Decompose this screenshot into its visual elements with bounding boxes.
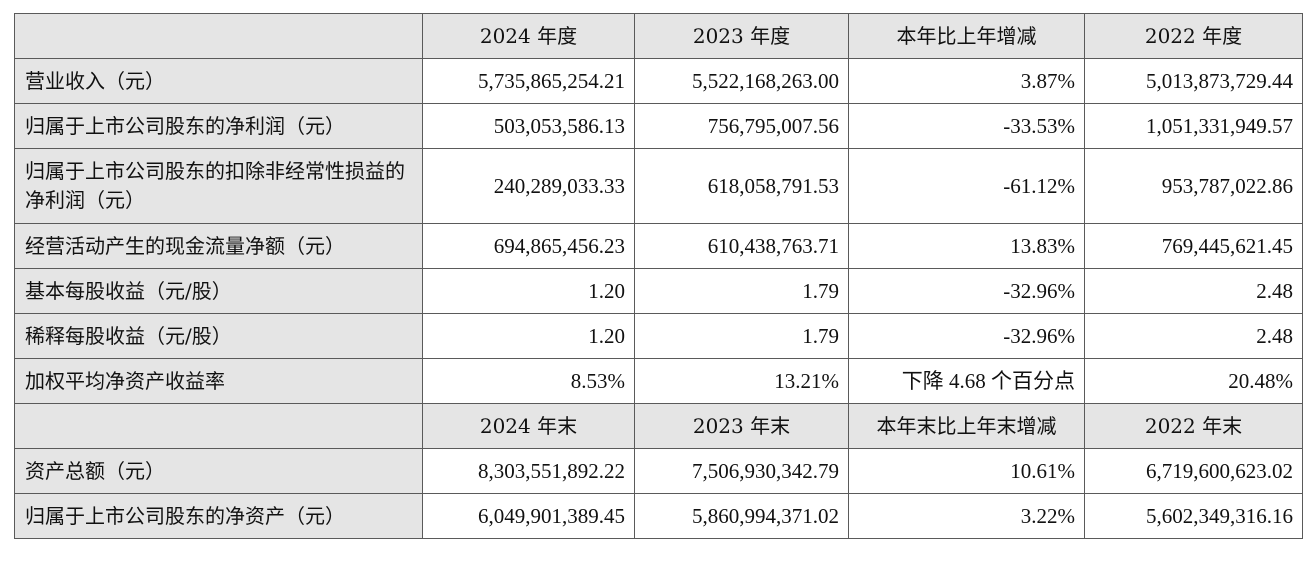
cell-value: 694,865,456.23: [422, 223, 635, 269]
cell-value: 3.22%: [848, 493, 1085, 539]
cell-value: 769,445,621.45: [1084, 223, 1303, 269]
table-header-row: 2024 年末 2023 年末 本年末比上年末增减 2022 年末: [14, 403, 1303, 449]
table-row: 归属于上市公司股东的净利润（元） 503,053,586.13 756,795,…: [14, 103, 1303, 149]
cell-value: 8.53%: [422, 358, 635, 404]
table-row: 稀释每股收益（元/股） 1.20 1.79 -32.96% 2.48: [14, 313, 1303, 359]
header-corner-cell: [14, 403, 423, 449]
cell-value: 5,522,168,263.00: [634, 58, 849, 104]
cell-value: 1.79: [634, 313, 849, 359]
cell-value: 2.48: [1084, 268, 1303, 314]
row-label: 加权平均净资产收益率: [14, 358, 423, 404]
cell-value: 953,787,022.86: [1084, 148, 1303, 224]
cell-value: 5,602,349,316.16: [1084, 493, 1303, 539]
cell-value: 6,719,600,623.02: [1084, 448, 1303, 494]
cell-value: 7,506,930,342.79: [634, 448, 849, 494]
cell-value: 13.21%: [634, 358, 849, 404]
column-header-2022-end: 2022 年末: [1084, 403, 1303, 449]
cell-value: 6,049,901,389.45: [422, 493, 635, 539]
column-header-2022: 2022 年度: [1084, 13, 1303, 59]
table-row: 归属于上市公司股东的净资产（元） 6,049,901,389.45 5,860,…: [14, 493, 1303, 539]
cell-value: 13.83%: [848, 223, 1085, 269]
cell-value: 610,438,763.71: [634, 223, 849, 269]
cell-value: -33.53%: [848, 103, 1085, 149]
cell-value: 503,053,586.13: [422, 103, 635, 149]
cell-value: 1,051,331,949.57: [1084, 103, 1303, 149]
row-label: 稀释每股收益（元/股）: [14, 313, 423, 359]
row-label: 归属于上市公司股东的净资产（元）: [14, 493, 423, 539]
cell-value: -61.12%: [848, 148, 1085, 224]
cell-value: 2.48: [1084, 313, 1303, 359]
cell-value: 5,013,873,729.44: [1084, 58, 1303, 104]
cell-value: 5,735,865,254.21: [422, 58, 635, 104]
cell-value: 618,058,791.53: [634, 148, 849, 224]
cell-value: 1.20: [422, 268, 635, 314]
column-header-2024: 2024 年度: [422, 13, 635, 59]
column-header-change-end: 本年末比上年末增减: [848, 403, 1085, 449]
row-label: 归属于上市公司股东的净利润（元）: [14, 103, 423, 149]
row-label: 营业收入（元）: [14, 58, 423, 104]
cell-value: 20.48%: [1084, 358, 1303, 404]
column-header-2023: 2023 年度: [634, 13, 849, 59]
cell-value: 240,289,033.33: [422, 148, 635, 224]
row-label: 经营活动产生的现金流量净额（元）: [14, 223, 423, 269]
cell-value: 1.20: [422, 313, 635, 359]
cell-value: 5,860,994,371.02: [634, 493, 849, 539]
cell-value: 1.79: [634, 268, 849, 314]
cell-value: 756,795,007.56: [634, 103, 849, 149]
row-label: 资产总额（元）: [14, 448, 423, 494]
table-row: 基本每股收益（元/股） 1.20 1.79 -32.96% 2.48: [14, 268, 1303, 314]
cell-value: 3.87%: [848, 58, 1085, 104]
table-row: 营业收入（元） 5,735,865,254.21 5,522,168,263.0…: [14, 58, 1303, 104]
table-row: 资产总额（元） 8,303,551,892.22 7,506,930,342.7…: [14, 448, 1303, 494]
table-row: 经营活动产生的现金流量净额（元） 694,865,456.23 610,438,…: [14, 223, 1303, 269]
header-corner-cell: [14, 13, 423, 59]
table-row: 加权平均净资产收益率 8.53% 13.21% 下降 4.68 个百分点 20.…: [14, 358, 1303, 404]
cell-value: -32.96%: [848, 268, 1085, 314]
row-label: 归属于上市公司股东的扣除非经常性损益的净利润（元）: [14, 148, 423, 224]
cell-value: 10.61%: [848, 448, 1085, 494]
cell-value: 8,303,551,892.22: [422, 448, 635, 494]
table-header-row: 2024 年度 2023 年度 本年比上年增减 2022 年度: [14, 13, 1303, 59]
financial-summary-table: 2024 年度 2023 年度 本年比上年增减 2022 年度 营业收入（元） …: [14, 13, 1303, 539]
cell-value: -32.96%: [848, 313, 1085, 359]
column-header-2023-end: 2023 年末: [634, 403, 849, 449]
column-header-change: 本年比上年增减: [848, 13, 1085, 59]
financial-table-container: 2024 年度 2023 年度 本年比上年增减 2022 年度 营业收入（元） …: [14, 13, 1303, 539]
cell-value: 下降 4.68 个百分点: [848, 358, 1085, 404]
table-row: 归属于上市公司股东的扣除非经常性损益的净利润（元） 240,289,033.33…: [14, 148, 1303, 224]
column-header-2024-end: 2024 年末: [422, 403, 635, 449]
row-label: 基本每股收益（元/股）: [14, 268, 423, 314]
